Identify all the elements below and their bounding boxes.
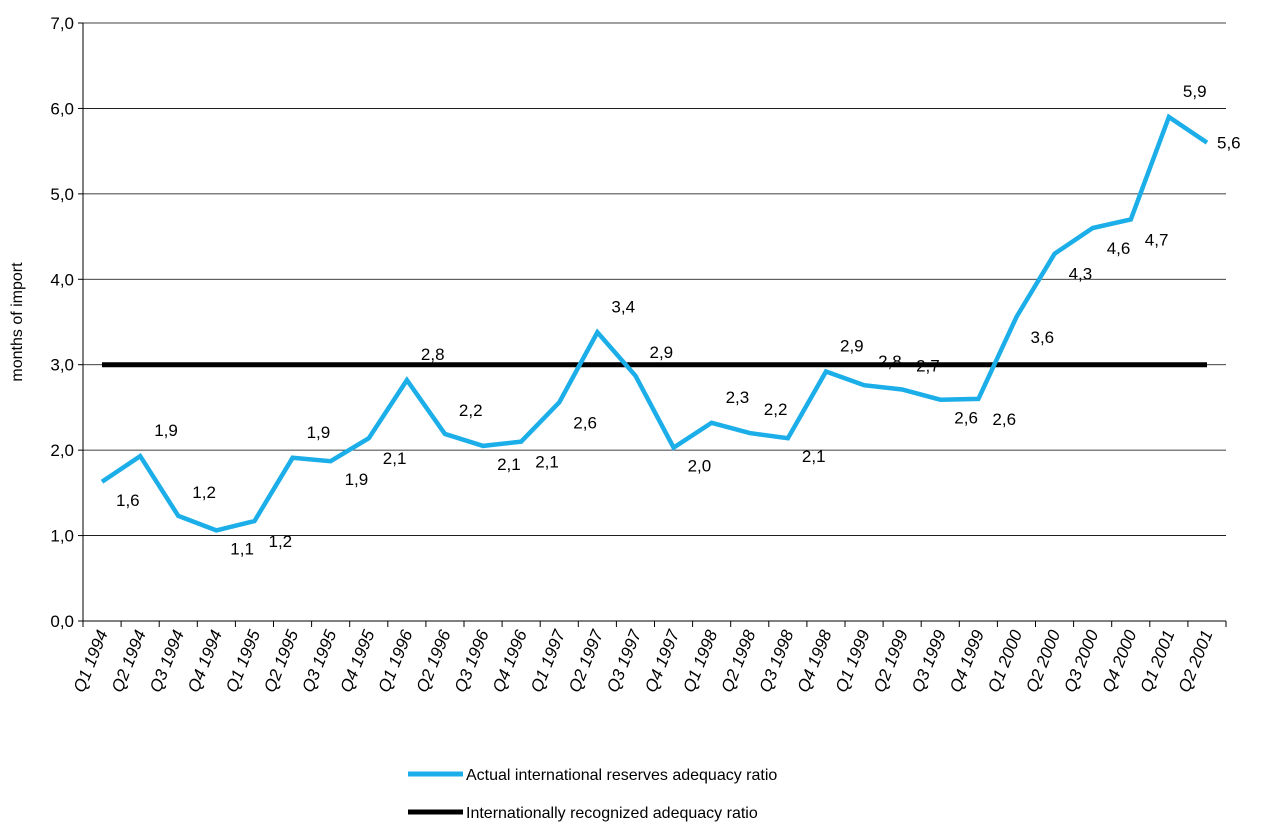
legend-label-recognized: Internationally recognized adequacy rati…	[466, 805, 758, 822]
x-tick-label: Q4 1995	[336, 627, 378, 695]
data-label: 2,9	[840, 337, 864, 356]
x-tick-label: Q1 2001	[1137, 627, 1179, 695]
data-labels: 1,6 1,9 1,2 1,1 1,2 1,9 1,9 2,1 2,8 2,2 2,1 2,1 2,6 3…	[116, 82, 1241, 558]
data-label: 3,4	[611, 297, 635, 316]
x-tick-label: Q2 1996	[413, 627, 455, 695]
data-label: 1,9	[307, 423, 331, 442]
x-tick-label: Q3 1997	[603, 627, 645, 695]
data-label: 2,0	[688, 457, 712, 476]
x-tick-label: Q4 1997	[641, 627, 683, 695]
data-label: 2,9	[650, 343, 674, 362]
x-tick-label: Q4 1996	[489, 627, 531, 695]
data-label: 2,8	[878, 352, 902, 371]
data-label: 1,1	[230, 539, 254, 558]
y-axis-title: months of import	[9, 262, 26, 382]
x-tick-label: Q1 1995	[222, 627, 264, 695]
gridlines	[78, 22, 1226, 622]
x-tick-label: Q3 1994	[146, 627, 188, 695]
x-tick-label: Q3 2000	[1060, 627, 1102, 695]
y-tick-label: 0,0	[50, 612, 74, 631]
data-label: 3,6	[1031, 328, 1055, 347]
data-label: 2,1	[802, 447, 826, 466]
data-label: 2,3	[726, 388, 750, 407]
data-label: 2,1	[383, 449, 407, 468]
data-label: 2,2	[764, 400, 788, 419]
x-tick-label: Q2 1994	[108, 627, 150, 695]
data-label: 2,7	[916, 357, 940, 376]
y-tick-label: 2,0	[50, 441, 74, 460]
x-tick-label: Q3 1996	[451, 627, 493, 695]
data-label: 1,9	[345, 470, 369, 489]
x-tick-label: Q1 1998	[679, 627, 721, 695]
x-tick-label: Q1 1997	[527, 627, 569, 695]
data-label: 2,6	[573, 413, 597, 432]
x-tick-label: Q1 1996	[375, 627, 417, 695]
data-label: 2,6	[992, 410, 1016, 429]
y-tick-label: 5,0	[50, 185, 74, 204]
x-tick-label: Q4 1994	[184, 627, 226, 695]
data-label: 2,1	[497, 455, 521, 474]
data-label: 2,1	[535, 453, 559, 472]
x-tick-label: Q4 1998	[794, 627, 836, 695]
y-tick-label: 6,0	[50, 99, 74, 118]
x-tick-label: Q2 1995	[260, 627, 302, 695]
data-label: 2,6	[954, 409, 978, 428]
x-tick-label: Q3 1998	[756, 627, 798, 695]
data-label: 4,7	[1145, 231, 1169, 250]
x-tick-label: Q3 1995	[298, 627, 340, 695]
x-tick-label: Q4 1999	[946, 627, 988, 695]
y-tick-labels: 0,0 1,0 2,0 3,0 4,0 5,0 6,0 7,0	[50, 14, 74, 631]
y-tick-label: 7,0	[50, 14, 74, 33]
x-tick-label: Q1 1999	[832, 627, 874, 695]
y-tick-label: 1,0	[50, 527, 74, 546]
x-tick-label: Q2 1999	[870, 627, 912, 695]
x-tick-label: Q2 2000	[1022, 627, 1064, 695]
legend: Actual international reserves adequacy r…	[408, 767, 777, 822]
legend-label-actual: Actual international reserves adequacy r…	[466, 767, 777, 784]
data-label: 4,3	[1069, 265, 1093, 284]
x-tick-label: Q2 2001	[1175, 627, 1217, 695]
series-line-actual	[100, 113, 1209, 533]
data-label: 1,2	[192, 483, 216, 502]
data-label: 4,6	[1107, 239, 1131, 258]
data-label: 5,6	[1217, 134, 1241, 153]
series-lines	[100, 113, 1209, 533]
data-label: 1,2	[269, 532, 293, 551]
data-label: 2,8	[421, 345, 445, 364]
x-tick-label: Q1 1994	[70, 627, 112, 695]
data-label: 2,2	[459, 401, 483, 420]
x-tick-label: Q2 1998	[717, 627, 759, 695]
x-tick-label: Q4 2000	[1098, 627, 1140, 695]
y-tick-label: 3,0	[50, 356, 74, 375]
y-tick-label: 4,0	[50, 270, 74, 289]
data-label: 1,6	[116, 491, 140, 510]
x-tick-label: Q2 1997	[565, 627, 607, 695]
x-tick-label: Q3 1999	[908, 627, 950, 695]
data-label: 1,9	[154, 421, 178, 440]
data-label: 5,9	[1183, 82, 1207, 101]
x-tick-label: Q1 2000	[984, 627, 1026, 695]
